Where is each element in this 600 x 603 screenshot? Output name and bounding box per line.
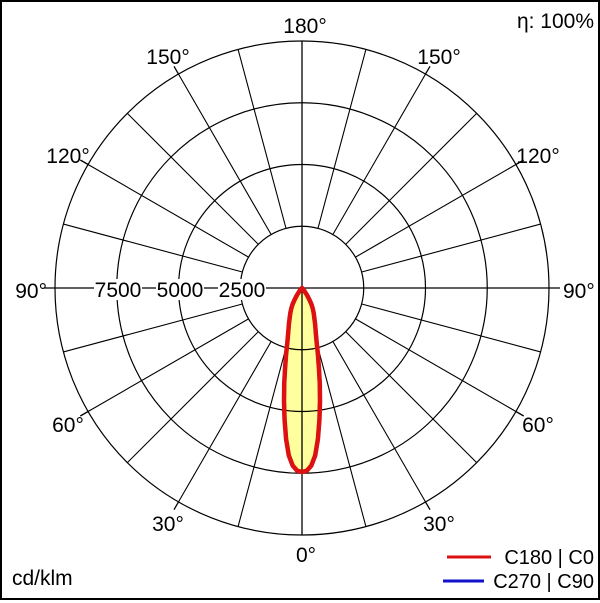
angle-label-120-left: 120° <box>46 145 89 168</box>
unit-label: cd/klm <box>12 567 73 590</box>
radial-tick-2500: 2500 <box>219 279 266 302</box>
spoke-line <box>126 331 259 464</box>
angle-tick <box>79 410 89 417</box>
spoke-line <box>345 331 478 464</box>
spoke-line <box>178 73 272 235</box>
spoke-line <box>332 341 426 503</box>
legend-label-c270-c90: C270 | C90 <box>493 571 594 593</box>
legend-label-c180-c0: C180 | C0 <box>504 547 594 569</box>
angle-label-30-left: 30° <box>152 513 184 536</box>
curve-c180-c0 <box>281 285 323 475</box>
radial-label-mask <box>218 279 266 300</box>
efficiency-label: η: 100% <box>517 10 594 33</box>
spoke-line <box>63 303 243 353</box>
spoke-line <box>87 318 249 412</box>
angle-tick <box>424 501 431 511</box>
angle-label-0-bottom: 0° <box>296 544 316 567</box>
angle-label-150-right: 150° <box>417 46 460 69</box>
angle-label-180-top: 180° <box>283 15 326 38</box>
angle-tick <box>424 65 431 75</box>
angle-label-150-left: 150° <box>146 46 189 69</box>
legend: C180 | C0 C270 | C90 <box>443 547 594 593</box>
angle-label-60-left: 60° <box>52 414 84 437</box>
angle-label-60-right: 60° <box>522 414 554 437</box>
spoke-line <box>237 49 287 229</box>
spoke-line <box>361 303 541 353</box>
angle-tick <box>515 410 525 417</box>
spoke-line <box>345 112 478 245</box>
spoke-line <box>332 73 426 235</box>
curve-stroke-layer <box>281 285 323 475</box>
radial-label-mask <box>156 279 204 300</box>
spoke-line <box>126 112 259 245</box>
angle-tick <box>173 501 180 511</box>
angle-label-30-right: 30° <box>423 513 455 536</box>
spoke-line <box>317 347 367 527</box>
radial-tick-7500: 7500 <box>95 279 142 302</box>
spoke-line <box>355 318 517 412</box>
angle-tick <box>173 65 180 75</box>
angle-label-90-left: 90° <box>15 280 47 303</box>
spoke-line <box>63 223 243 273</box>
spoke-line <box>361 223 541 273</box>
spoke-line <box>87 164 249 258</box>
angle-tick <box>79 159 89 166</box>
spoke-line <box>237 347 287 527</box>
angle-label-90-right: 90° <box>563 280 595 303</box>
spoke-line <box>317 49 367 229</box>
spoke-line <box>355 164 517 258</box>
radial-tick-5000: 5000 <box>157 279 204 302</box>
angle-label-120-right: 120° <box>516 145 559 168</box>
angle-tick <box>515 159 525 166</box>
spoke-line <box>178 341 272 503</box>
radial-label-mask <box>94 279 142 300</box>
